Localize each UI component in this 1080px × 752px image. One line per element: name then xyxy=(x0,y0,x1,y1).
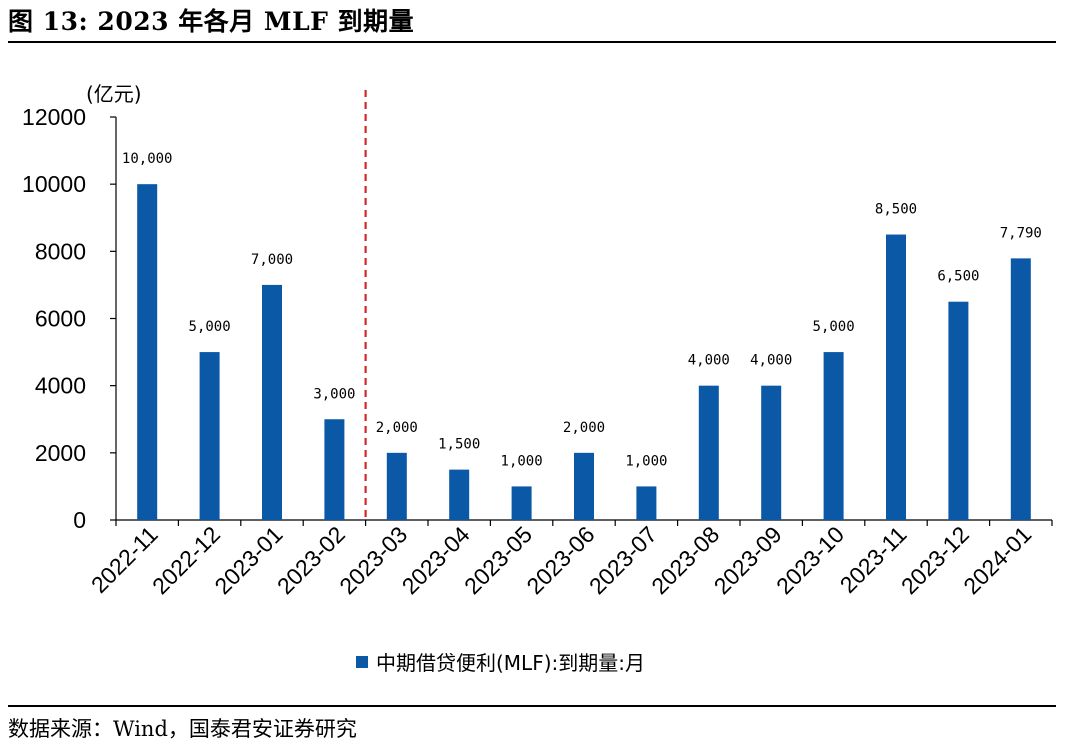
x-tick-label: 2023-01 xyxy=(209,521,287,599)
x-tick-label: 2023-11 xyxy=(835,521,912,598)
data-label: 1,500 xyxy=(438,437,480,453)
legend-label: 中期借贷便利(MLF):到期量:月 xyxy=(376,651,645,675)
x-tick-label: 2023-10 xyxy=(771,521,849,599)
legend-swatch xyxy=(356,656,368,668)
data-label: 3,000 xyxy=(313,386,355,402)
bar xyxy=(698,385,719,520)
bar xyxy=(886,234,906,520)
bar xyxy=(574,452,594,520)
x-tick-label: 2022-11 xyxy=(86,521,163,598)
data-label: 1,000 xyxy=(625,453,667,469)
data-label: 7,790 xyxy=(1000,225,1042,241)
bar xyxy=(823,352,844,520)
bar xyxy=(1010,258,1031,520)
y-tick-label: 12000 xyxy=(22,104,86,130)
y-tick-label: 10000 xyxy=(22,171,86,197)
bar xyxy=(761,385,782,520)
x-tick-label: 2023-08 xyxy=(646,521,724,599)
x-tick-label: 2023-06 xyxy=(521,521,599,599)
y-tick-label: 4000 xyxy=(35,373,86,399)
data-label: 1,000 xyxy=(501,453,543,469)
data-label: 8,500 xyxy=(875,202,917,218)
y-tick-label: 2000 xyxy=(35,440,86,466)
x-tick-label: 2023-03 xyxy=(334,521,412,599)
y-tick-label: 6000 xyxy=(35,306,86,332)
y-axis-unit: (亿元) xyxy=(86,82,142,106)
data-label: 10,000 xyxy=(122,151,173,167)
bar xyxy=(449,469,470,520)
x-tick-label: 2022-12 xyxy=(147,521,225,599)
x-tick-label: 2023-02 xyxy=(272,521,350,599)
y-tick-label: 8000 xyxy=(35,238,86,264)
bar xyxy=(199,352,220,520)
bar xyxy=(948,301,969,520)
data-label: 5,000 xyxy=(813,319,855,335)
bar xyxy=(636,486,657,520)
data-label: 2,000 xyxy=(563,420,605,436)
x-tick-label: 2023-09 xyxy=(709,521,787,599)
y-tick-label: 0 xyxy=(73,507,86,533)
data-label: 4,000 xyxy=(750,353,792,369)
bar xyxy=(386,452,407,520)
bar xyxy=(511,486,532,520)
bar xyxy=(137,184,158,520)
x-tick-label: 2024-01 xyxy=(958,521,1036,599)
title-rule xyxy=(8,41,1056,43)
page-title: 图 13: 2023 年各月 MLF 到期量 xyxy=(8,7,415,36)
x-tick-label: 2023-04 xyxy=(397,521,475,599)
bar-chart: (亿元) 0 2000 4000 6000 8000 10000 12000 10,000 202… xyxy=(22,82,1053,675)
x-tick-label: 2023-07 xyxy=(584,521,662,599)
data-source: 数据来源：Wind，国泰君安证券研究 xyxy=(8,717,357,741)
bar xyxy=(262,284,282,520)
data-label: 5,000 xyxy=(189,319,231,335)
data-label: 4,000 xyxy=(688,353,730,369)
x-tick-label: 2023-12 xyxy=(896,521,974,599)
data-label: 7,000 xyxy=(251,252,293,268)
bar xyxy=(324,419,345,520)
x-tick-label: 2023-05 xyxy=(459,521,537,599)
data-label: 6,500 xyxy=(937,269,979,285)
source-rule xyxy=(8,705,1056,707)
data-label: 2,000 xyxy=(376,420,418,436)
